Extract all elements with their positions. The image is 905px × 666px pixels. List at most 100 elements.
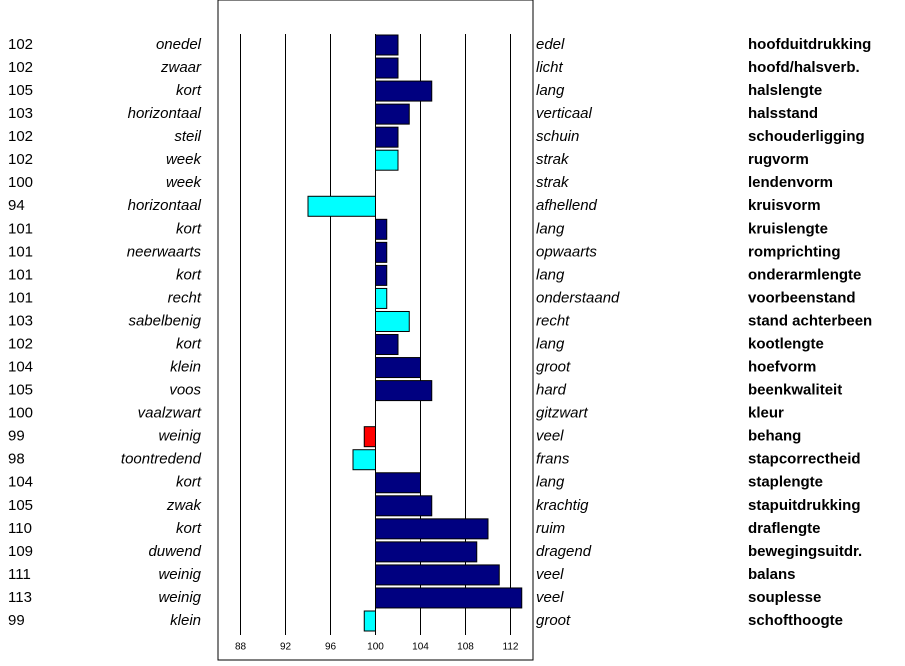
trait-label: hoofd/halsverb.: [748, 59, 860, 76]
value-label: 101: [8, 266, 33, 283]
trait-label: kruislengte: [748, 220, 828, 237]
right-label: krachtig: [536, 497, 589, 514]
right-label: veel: [536, 566, 564, 583]
value-label: 102: [8, 335, 33, 352]
trait-label: bewegingsuitdr.: [748, 543, 862, 560]
right-label: licht: [536, 59, 564, 76]
left-label: klein: [170, 612, 201, 629]
trait-label: stapuitdrukking: [748, 497, 861, 514]
trait-label: schofthoogte: [748, 612, 843, 629]
right-label: groot: [536, 612, 571, 629]
left-label: horizontaal: [128, 105, 202, 122]
right-label: edel: [536, 36, 565, 53]
x-tick-label: 112: [503, 642, 519, 653]
value-label: 99: [8, 612, 25, 629]
trait-label: kleur: [748, 405, 784, 422]
bar: [375, 80, 433, 102]
right-label: opwaarts: [536, 243, 597, 260]
bar: [375, 472, 421, 494]
right-label: schuin: [536, 128, 579, 145]
trait-label: hoefvorm: [748, 359, 816, 376]
bar: [375, 218, 388, 240]
value-label: 102: [8, 151, 33, 168]
right-label: recht: [536, 312, 570, 329]
plot-frame: [217, 0, 534, 661]
trait-label: lendenvorm: [748, 174, 833, 191]
left-label: kort: [176, 266, 202, 283]
value-label: 105: [8, 82, 33, 99]
value-label: 101: [8, 289, 33, 306]
left-label: zwak: [166, 497, 203, 514]
left-label: duwend: [148, 543, 201, 560]
left-label: voos: [169, 382, 201, 399]
trait-label: kootlengte: [748, 335, 824, 352]
bar: [375, 564, 500, 586]
bar: [375, 380, 433, 402]
left-label: kort: [176, 335, 202, 352]
value-label: 110: [8, 520, 32, 537]
value-label: 105: [8, 497, 33, 514]
x-tick-label: 104: [412, 642, 429, 653]
left-label: vaalzwart: [138, 405, 202, 422]
trait-label: schouderligging: [748, 128, 865, 145]
x-tick-label: 88: [235, 642, 247, 653]
trait-label: kruisvorm: [748, 197, 821, 214]
trait-label: stand achterbeen: [748, 312, 872, 329]
trait-label: hoofduitdrukking: [748, 36, 871, 53]
value-label: 113: [8, 589, 32, 606]
trait-label: souplesse: [748, 589, 821, 606]
right-label: onderstaand: [536, 289, 620, 306]
value-label: 100: [8, 174, 33, 191]
right-label: veel: [536, 428, 564, 445]
bar: [375, 587, 523, 609]
left-label: weinig: [158, 566, 201, 583]
left-label: recht: [168, 289, 202, 306]
right-label: ruim: [536, 520, 565, 537]
right-label: lang: [536, 82, 565, 99]
right-label: strak: [536, 174, 570, 191]
right-label: lang: [536, 474, 565, 491]
left-label: onedel: [156, 36, 202, 53]
right-label: dragend: [536, 543, 592, 560]
trait-label: voorbeenstand: [748, 289, 856, 306]
bar: [375, 57, 399, 79]
bar: [375, 149, 399, 171]
bar: [375, 126, 399, 148]
left-label: week: [166, 151, 203, 168]
trait-label: beenkwaliteit: [748, 382, 842, 399]
right-label: lang: [536, 220, 565, 237]
bar: [375, 495, 433, 517]
right-label: afhellend: [536, 197, 598, 214]
value-label: 102: [8, 128, 33, 145]
value-label: 104: [8, 474, 33, 491]
value-label: 100: [8, 405, 33, 422]
left-label: kort: [176, 520, 202, 537]
right-label: lang: [536, 266, 565, 283]
value-label: 103: [8, 312, 33, 329]
bar: [375, 357, 421, 379]
right-label: groot: [536, 359, 571, 376]
right-label: veel: [536, 589, 564, 606]
bar: [363, 426, 376, 448]
x-tick-label: 96: [325, 642, 337, 653]
value-label: 98: [8, 451, 25, 468]
bar: [307, 195, 376, 217]
right-label: verticaal: [536, 105, 593, 122]
x-tick-label: 100: [367, 642, 384, 653]
value-label: 111: [8, 566, 31, 583]
right-label: lang: [536, 335, 565, 352]
value-label: 99: [8, 428, 25, 445]
trait-label: stapcorrectheid: [748, 451, 861, 468]
right-label: hard: [536, 382, 567, 399]
trait-label: halslengte: [748, 82, 822, 99]
left-label: sabelbenig: [128, 312, 201, 329]
trait-label: staplengte: [748, 474, 823, 491]
bar: [375, 103, 410, 125]
right-label: frans: [536, 451, 570, 468]
left-label: klein: [170, 359, 201, 376]
left-label: kort: [176, 474, 202, 491]
left-label: toontredend: [121, 451, 202, 468]
bar: [375, 518, 489, 540]
value-label: 105: [8, 382, 33, 399]
